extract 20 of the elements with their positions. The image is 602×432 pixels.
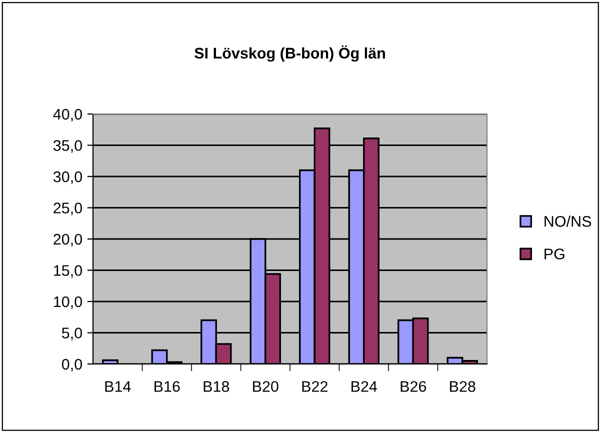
y-tick-label: 15,0: [54, 265, 82, 278]
x-tick-label: B26: [400, 381, 426, 392]
y-tick-label: 20,0: [54, 234, 82, 246]
x-tick-label: B18: [204, 381, 230, 392]
x-tick-label: B14: [105, 381, 131, 392]
y-tick-label: 30,0: [53, 171, 82, 184]
x-tick-label: B20: [253, 381, 278, 392]
x-tick-label: B22: [302, 381, 328, 392]
y-tick-label: 35,0: [53, 140, 82, 153]
chart-title: SI Lövskog (B-bon) Ög län: [194, 45, 385, 62]
y-tick-label: 25,0: [54, 202, 82, 216]
y-tick-label: 0,0: [62, 358, 82, 372]
x-tick-label: B24: [352, 381, 378, 392]
legend-label: NO/NS: [544, 216, 592, 227]
x-tick-label: B28: [450, 381, 476, 392]
x-tick-label: B16: [154, 381, 180, 392]
y-tick-label: 5,0: [62, 328, 82, 340]
y-tick-label: 40,0: [53, 108, 82, 122]
legend-label: PG: [544, 248, 564, 260]
y-tick-label: 10,0: [54, 296, 82, 309]
